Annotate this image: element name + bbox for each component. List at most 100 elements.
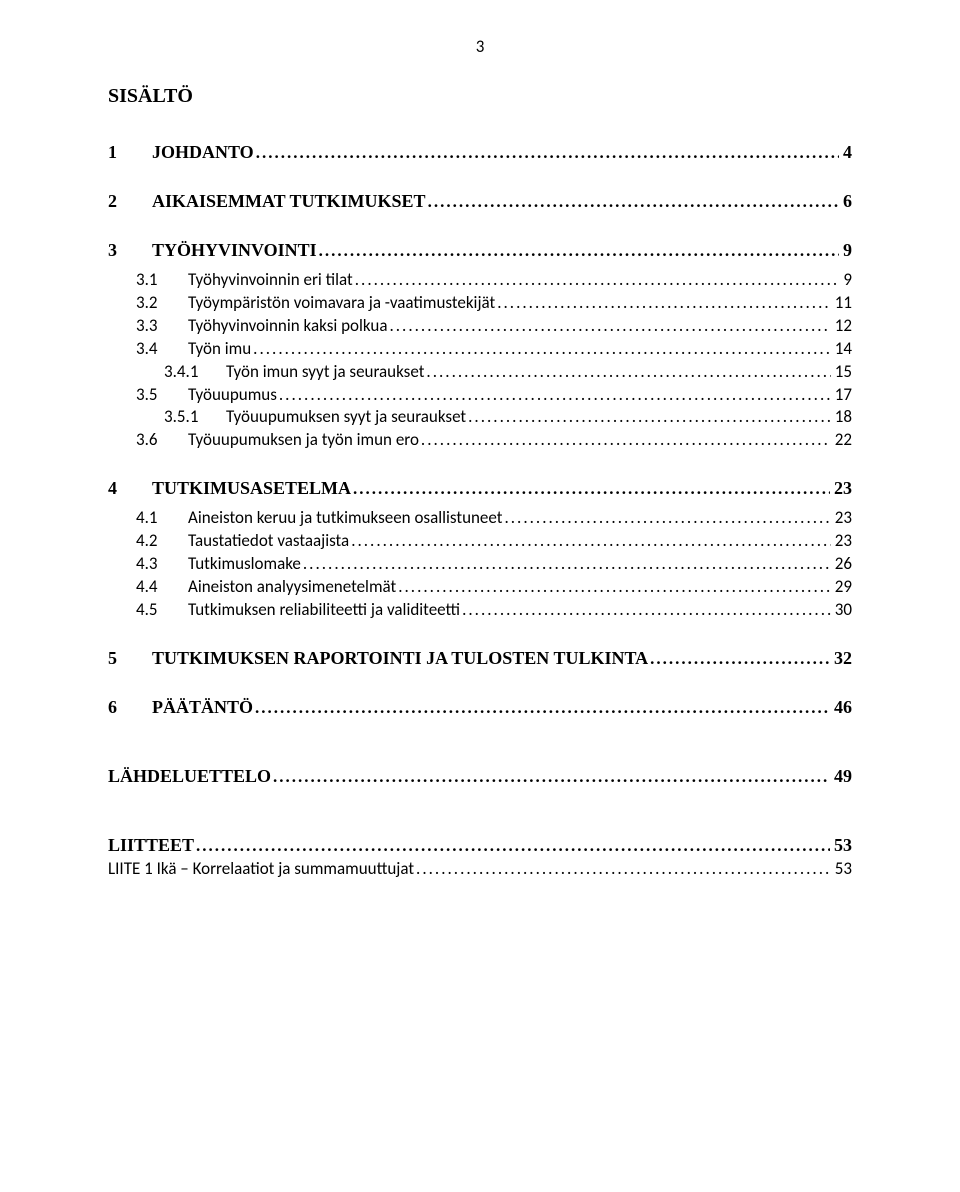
toc-entry-page: 23 — [833, 507, 852, 530]
toc-entry: 3.2Työympäristön voimavara ja -vaatimust… — [108, 292, 852, 315]
toc-entry-page: 14 — [833, 338, 852, 361]
toc-entry: LIITE 1 Ikä – Korrelaatiot ja summamuutt… — [108, 858, 852, 881]
toc-leader-dots — [253, 338, 831, 361]
toc-leader-dots — [504, 507, 830, 530]
toc-leader-dots — [256, 140, 839, 165]
toc-entry-label: JOHDANTO — [152, 140, 254, 164]
toc-entry-page: 26 — [833, 553, 852, 576]
page-number: 3 — [108, 36, 852, 57]
toc-leader-dots — [462, 599, 831, 622]
toc-entry-number: 4.1 — [136, 507, 188, 530]
toc-entry-page: 11 — [833, 292, 852, 315]
toc-entry-number: 3.4 — [136, 338, 188, 361]
toc-entry-page: 29 — [833, 576, 852, 599]
toc-entry-label: Työuupumuksen ja työn imun ero — [188, 429, 419, 452]
toc-entry-label: Aineiston analyysimenetelmät — [188, 576, 396, 599]
toc-entry-number: 3.4.1 — [164, 361, 226, 384]
toc-entry-number: 3.6 — [136, 429, 188, 452]
toc-entry-page: 30 — [833, 599, 852, 622]
toc-entry-page: 12 — [833, 315, 852, 338]
toc-entry-number: 3.1 — [136, 269, 188, 292]
toc-entry-page: 49 — [832, 764, 852, 788]
toc-entry-label: Työhyvinvoinnin eri tilat — [188, 269, 353, 292]
toc-entry-page: 53 — [833, 858, 852, 881]
toc-entry-page: 32 — [832, 646, 852, 670]
toc-entry: 4.3Tutkimuslomake 26 — [108, 553, 852, 576]
toc-entry-page: 6 — [841, 189, 852, 213]
toc-entry-page: 22 — [833, 429, 852, 452]
toc-entry-label: Taustatiedot vastaajista — [188, 530, 349, 553]
toc-entry-page: 9 — [841, 269, 852, 292]
toc-entry: 3.4Työn imu 14 — [108, 338, 852, 361]
toc-entry-number: 4.3 — [136, 553, 188, 576]
toc-leader-dots — [196, 833, 830, 858]
toc-entry-label: LIITE 1 Ikä – Korrelaatiot ja summamuutt… — [108, 858, 414, 881]
toc-entry-label: Aineiston keruu ja tutkimukseen osallist… — [188, 507, 502, 530]
toc-leader-dots — [279, 384, 831, 407]
toc-leader-dots — [398, 576, 831, 599]
toc-entry-number: 3 — [108, 238, 152, 262]
toc-entry: 4.4Aineiston analyysimenetelmät 29 — [108, 576, 852, 599]
toc-entry-number: 3.2 — [136, 292, 188, 315]
toc-leader-dots — [468, 406, 831, 429]
toc-entry-number: 6 — [108, 695, 152, 719]
toc-entry: 4.1Aineiston keruu ja tutkimukseen osall… — [108, 507, 852, 530]
toc-leader-dots — [650, 646, 830, 671]
toc-leader-dots — [389, 315, 830, 338]
toc-entry-number: 3.3 — [136, 315, 188, 338]
toc-entry: 3.5Työuupumus17 — [108, 384, 852, 407]
toc-entry-label: AIKAISEMMAT TUTKIMUKSET — [152, 189, 426, 213]
toc-entry-label: TUTKIMUKSEN RAPORTOINTI JA TULOSTEN TULK… — [152, 646, 648, 670]
toc-leader-dots — [428, 189, 839, 214]
toc-entry-label: Työn imu — [188, 338, 251, 361]
toc-entry: 3.4.1Työn imun syyt ja seuraukset15 — [108, 361, 852, 384]
toc-entry: 2AIKAISEMMAT TUTKIMUKSET 6 — [108, 189, 852, 214]
toc-leader-dots — [319, 238, 839, 263]
toc-entry-number: 5 — [108, 646, 152, 670]
toc-entry: LIITTEET 53 — [108, 833, 852, 858]
toc-entry-label: Työhyvinvoinnin kaksi polkua — [188, 315, 387, 338]
toc-entry: 3.3Työhyvinvoinnin kaksi polkua 12 — [108, 315, 852, 338]
toc-entry-number: 2 — [108, 189, 152, 213]
toc-entry: LÄHDELUETTELO49 — [108, 764, 852, 789]
toc-entry-label: TYÖHYVINVOINTI — [152, 238, 317, 262]
toc-entry-page: 17 — [833, 384, 852, 407]
toc-entry-label: TUTKIMUSASETELMA — [152, 476, 351, 500]
toc-entry: 4.5Tutkimuksen reliabiliteetti ja validi… — [108, 599, 852, 622]
toc-leader-dots — [255, 695, 830, 720]
toc-entry: 6PÄÄTÄNTÖ 46 — [108, 695, 852, 720]
toc-leader-dots — [426, 361, 830, 384]
toc-entry-number: 3.5.1 — [164, 406, 226, 429]
toc-leader-dots — [351, 530, 831, 553]
toc-leader-dots — [303, 553, 831, 576]
toc-entry: 3.6Työuupumuksen ja työn imun ero 22 — [108, 429, 852, 452]
toc-entry-page: 4 — [841, 140, 852, 164]
toc-entry-number: 4.4 — [136, 576, 188, 599]
toc-entry-page: 18 — [833, 406, 852, 429]
toc-entry-label: Työn imun syyt ja seuraukset — [226, 361, 424, 384]
toc-entry: 3.1Työhyvinvoinnin eri tilat 9 — [108, 269, 852, 292]
toc-entry: 4TUTKIMUSASETELMA23 — [108, 476, 852, 501]
toc-entry-page: 46 — [832, 695, 852, 719]
toc-entry: 4.2Taustatiedot vastaajista 23 — [108, 530, 852, 553]
toc-entry-number: 1 — [108, 140, 152, 164]
toc-entry-label: Tutkimuksen reliabiliteetti ja validitee… — [188, 599, 460, 622]
toc-entry-number: 4 — [108, 476, 152, 500]
toc-entry-page: 53 — [832, 833, 852, 857]
toc-leader-dots — [353, 476, 830, 501]
toc-entry-page: 23 — [833, 530, 852, 553]
toc-entry: 1JOHDANTO 4 — [108, 140, 852, 165]
toc-entry-label: PÄÄTÄNTÖ — [152, 695, 253, 719]
page: 3 SISÄLTÖ 1JOHDANTO42AIKAISEMMAT TUTKIMU… — [0, 0, 960, 1192]
toc-entry-number: 4.2 — [136, 530, 188, 553]
toc-entry-label: LIITTEET — [108, 833, 194, 857]
toc-entry-number: 4.5 — [136, 599, 188, 622]
toc-leader-dots — [497, 292, 831, 315]
toc-leader-dots — [416, 858, 831, 881]
toc-entry: 3TYÖHYVINVOINTI9 — [108, 238, 852, 263]
toc-leader-dots — [273, 764, 830, 789]
toc-entry-label: Tutkimuslomake — [188, 553, 301, 576]
toc-entry-label: Työuupumus — [188, 384, 277, 407]
toc-entry-label: Työuupumuksen syyt ja seuraukset — [226, 406, 466, 429]
toc-entry-label: Työympäristön voimavara ja -vaatimusteki… — [188, 292, 495, 315]
